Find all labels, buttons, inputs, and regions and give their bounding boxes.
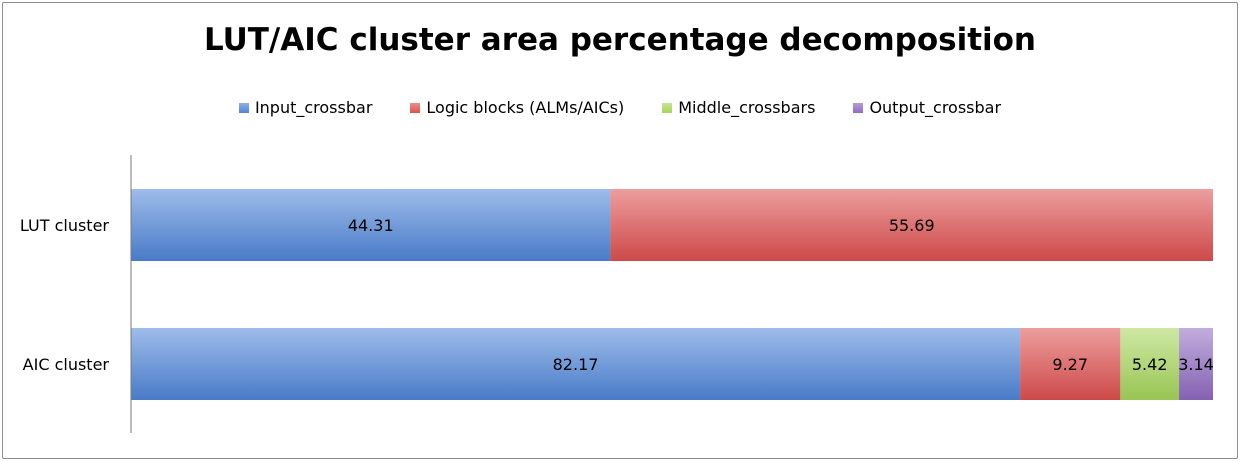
bar-lut-cluster-input-crossbar [131,189,611,261]
data-label-aic-cluster-logic-blocks-alms-aics: 9.27 [1052,355,1088,374]
legend-item-logic-blocks-alms-aics: Logic blocks (ALMs/AICs) [410,98,624,117]
legend-swatch [662,102,673,113]
legend-label: Output_crossbar [869,98,1002,117]
bar-aic-cluster-output-crossbar [1179,328,1213,400]
legend-swatch [238,102,249,113]
data-label-aic-cluster-input-crossbar: 82.17 [553,355,599,374]
chart-title: LUT/AIC cluster area percentage decompos… [203,22,1037,58]
data-label-lut-cluster-input-crossbar: 44.31 [348,216,394,235]
data-label-lut-cluster-logic-blocks-alms-aics: 55.69 [889,216,935,235]
legend-item-input-crossbar: Input_crossbar [238,98,373,117]
bar-aic-cluster-middle-crossbars [1120,328,1180,400]
legend-item-output-crossbar: Output_crossbar [853,98,1001,117]
legend-swatch [410,102,421,113]
legend-item-middle-crossbars: Middle_crossbars [662,98,815,117]
category-label-lut-cluster: LUT cluster [20,216,110,235]
bar-lut-cluster-logic-blocks-alms-aics [610,189,1213,261]
bar-aic-cluster-input-crossbar [131,328,1021,400]
chart-legend: Input_crossbar Logic blocks (ALMs/AICs) Mi… [0,98,1240,117]
legend-label: Logic blocks (ALMs/AICs) [426,98,625,117]
bar-aic-cluster-logic-blocks-alms-aics [1020,328,1121,400]
legend-label: Input_crossbar [254,98,373,117]
legend-swatch [853,102,864,113]
legend-label: Middle_crossbars [678,98,816,117]
category-label-aic-cluster: AIC cluster [23,355,110,374]
data-label-aic-cluster-output-crossbar: 3.14 [1178,355,1214,374]
data-label-aic-cluster-middle-crossbars: 5.42 [1132,355,1168,374]
